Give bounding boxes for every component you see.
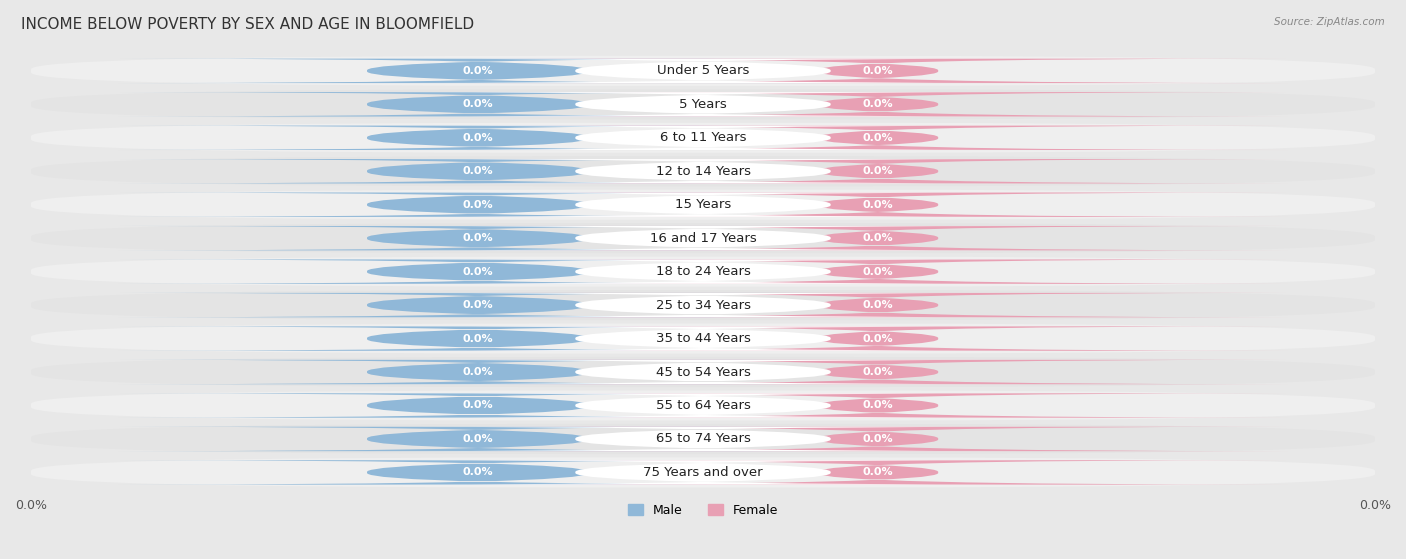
FancyBboxPatch shape	[468, 92, 1288, 116]
Text: 35 to 44 Years: 35 to 44 Years	[655, 332, 751, 345]
Text: 0.0%: 0.0%	[862, 66, 893, 76]
FancyBboxPatch shape	[360, 59, 1046, 83]
FancyBboxPatch shape	[118, 326, 838, 351]
FancyBboxPatch shape	[360, 326, 1046, 351]
FancyBboxPatch shape	[360, 192, 1046, 217]
Text: 12 to 14 Years: 12 to 14 Years	[655, 165, 751, 178]
FancyBboxPatch shape	[31, 424, 1375, 454]
FancyBboxPatch shape	[31, 190, 1375, 220]
Text: 0.0%: 0.0%	[463, 334, 494, 344]
Text: 0.0%: 0.0%	[463, 434, 494, 444]
FancyBboxPatch shape	[118, 59, 838, 83]
Text: 0.0%: 0.0%	[463, 200, 494, 210]
Text: 0.0%: 0.0%	[862, 400, 893, 410]
FancyBboxPatch shape	[118, 360, 838, 384]
FancyBboxPatch shape	[360, 394, 1046, 418]
Text: 0.0%: 0.0%	[463, 267, 494, 277]
FancyBboxPatch shape	[118, 226, 838, 250]
Text: 0.0%: 0.0%	[862, 367, 893, 377]
FancyBboxPatch shape	[360, 92, 1046, 116]
Text: 0.0%: 0.0%	[862, 467, 893, 477]
FancyBboxPatch shape	[360, 460, 1046, 485]
FancyBboxPatch shape	[31, 290, 1375, 320]
FancyBboxPatch shape	[468, 226, 1288, 250]
Text: 15 Years: 15 Years	[675, 198, 731, 211]
Text: 0.0%: 0.0%	[862, 233, 893, 243]
Text: Source: ZipAtlas.com: Source: ZipAtlas.com	[1274, 17, 1385, 27]
FancyBboxPatch shape	[31, 156, 1375, 186]
FancyBboxPatch shape	[360, 126, 1046, 150]
FancyBboxPatch shape	[118, 259, 838, 284]
Text: 0.0%: 0.0%	[463, 66, 494, 76]
Text: 0.0%: 0.0%	[862, 200, 893, 210]
FancyBboxPatch shape	[468, 326, 1288, 351]
FancyBboxPatch shape	[468, 460, 1288, 485]
FancyBboxPatch shape	[118, 460, 838, 485]
Text: 0.0%: 0.0%	[862, 100, 893, 110]
FancyBboxPatch shape	[468, 259, 1288, 284]
FancyBboxPatch shape	[118, 159, 838, 183]
FancyBboxPatch shape	[31, 357, 1375, 387]
Text: 0.0%: 0.0%	[463, 100, 494, 110]
FancyBboxPatch shape	[468, 427, 1288, 451]
Text: 0.0%: 0.0%	[463, 133, 494, 143]
FancyBboxPatch shape	[468, 126, 1288, 150]
FancyBboxPatch shape	[118, 293, 838, 318]
Text: 75 Years and over: 75 Years and over	[643, 466, 763, 479]
Text: 25 to 34 Years: 25 to 34 Years	[655, 299, 751, 311]
FancyBboxPatch shape	[360, 226, 1046, 250]
Text: 0.0%: 0.0%	[862, 166, 893, 176]
FancyBboxPatch shape	[118, 192, 838, 217]
Text: 0.0%: 0.0%	[862, 434, 893, 444]
FancyBboxPatch shape	[31, 223, 1375, 253]
Legend: Male, Female: Male, Female	[623, 499, 783, 522]
FancyBboxPatch shape	[118, 394, 838, 418]
Text: 0.0%: 0.0%	[463, 233, 494, 243]
FancyBboxPatch shape	[31, 56, 1375, 86]
Text: 0.0%: 0.0%	[862, 300, 893, 310]
FancyBboxPatch shape	[118, 92, 838, 116]
Text: Under 5 Years: Under 5 Years	[657, 64, 749, 77]
FancyBboxPatch shape	[468, 360, 1288, 384]
Text: 55 to 64 Years: 55 to 64 Years	[655, 399, 751, 412]
FancyBboxPatch shape	[118, 427, 838, 451]
FancyBboxPatch shape	[360, 427, 1046, 451]
FancyBboxPatch shape	[31, 89, 1375, 120]
FancyBboxPatch shape	[31, 390, 1375, 420]
FancyBboxPatch shape	[468, 192, 1288, 217]
Text: 0.0%: 0.0%	[463, 400, 494, 410]
Text: 0.0%: 0.0%	[463, 300, 494, 310]
Text: INCOME BELOW POVERTY BY SEX AND AGE IN BLOOMFIELD: INCOME BELOW POVERTY BY SEX AND AGE IN B…	[21, 17, 474, 32]
FancyBboxPatch shape	[31, 324, 1375, 354]
FancyBboxPatch shape	[468, 159, 1288, 183]
Text: 0.0%: 0.0%	[862, 267, 893, 277]
Text: 0.0%: 0.0%	[463, 467, 494, 477]
FancyBboxPatch shape	[468, 394, 1288, 418]
FancyBboxPatch shape	[31, 123, 1375, 153]
FancyBboxPatch shape	[360, 259, 1046, 284]
Text: 45 to 54 Years: 45 to 54 Years	[655, 366, 751, 378]
Text: 0.0%: 0.0%	[463, 367, 494, 377]
FancyBboxPatch shape	[360, 159, 1046, 183]
Text: 18 to 24 Years: 18 to 24 Years	[655, 265, 751, 278]
Text: 65 to 74 Years: 65 to 74 Years	[655, 433, 751, 446]
FancyBboxPatch shape	[360, 293, 1046, 318]
Text: 5 Years: 5 Years	[679, 98, 727, 111]
Text: 0.0%: 0.0%	[862, 133, 893, 143]
FancyBboxPatch shape	[468, 293, 1288, 318]
FancyBboxPatch shape	[468, 59, 1288, 83]
Text: 0.0%: 0.0%	[862, 334, 893, 344]
Text: 6 to 11 Years: 6 to 11 Years	[659, 131, 747, 144]
FancyBboxPatch shape	[360, 360, 1046, 384]
Text: 0.0%: 0.0%	[463, 166, 494, 176]
FancyBboxPatch shape	[31, 457, 1375, 487]
Text: 16 and 17 Years: 16 and 17 Years	[650, 231, 756, 245]
FancyBboxPatch shape	[118, 126, 838, 150]
FancyBboxPatch shape	[31, 257, 1375, 287]
